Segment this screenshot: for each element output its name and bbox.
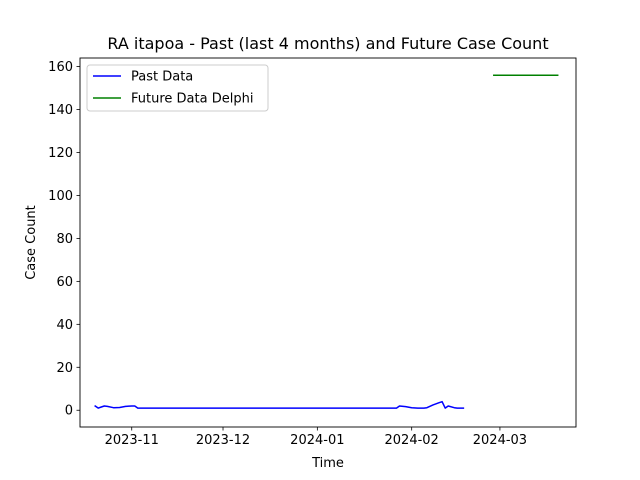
legend-label-1: Past Data	[131, 70, 193, 85]
plot-frame	[79, 57, 577, 428]
y-tick-label: 120	[48, 146, 73, 161]
y-axis-ticks: 0 20 40 60 80 100 120 140 160	[48, 60, 80, 419]
series-line-1	[94, 400, 465, 409]
x-tick-label: 2024-02	[385, 433, 439, 448]
y-tick-label: 140	[48, 103, 73, 118]
x-axis-label: Time	[311, 456, 344, 471]
y-tick-label: 0	[65, 404, 73, 419]
y-axis-label: Case Count	[24, 205, 39, 280]
y-tick-label: 80	[56, 232, 73, 247]
y-tick-label: 20	[56, 361, 73, 376]
x-axis-ticks: 2023-11 2023-12 2024-01 2024-02 2024-03	[105, 427, 527, 448]
legend-box	[86, 64, 269, 112]
y-tick-label: 160	[48, 60, 73, 75]
y-tick-label: 60	[56, 275, 73, 290]
x-tick-label: 2023-11	[105, 433, 159, 448]
x-tick-label: 2024-03	[473, 433, 527, 448]
chart-title: RA itapoa - Past (last 4 months) and Fut…	[107, 34, 548, 53]
y-tick-label: 40	[56, 318, 73, 333]
legend: Past Data Future Data Delphi	[86, 64, 269, 112]
x-tick-label: 2024-01	[290, 433, 344, 448]
plot-area	[94, 74, 559, 409]
x-tick-label: 2023-12	[196, 433, 250, 448]
legend-label-2: Future Data Delphi	[131, 92, 253, 107]
y-tick-label: 100	[48, 189, 73, 204]
